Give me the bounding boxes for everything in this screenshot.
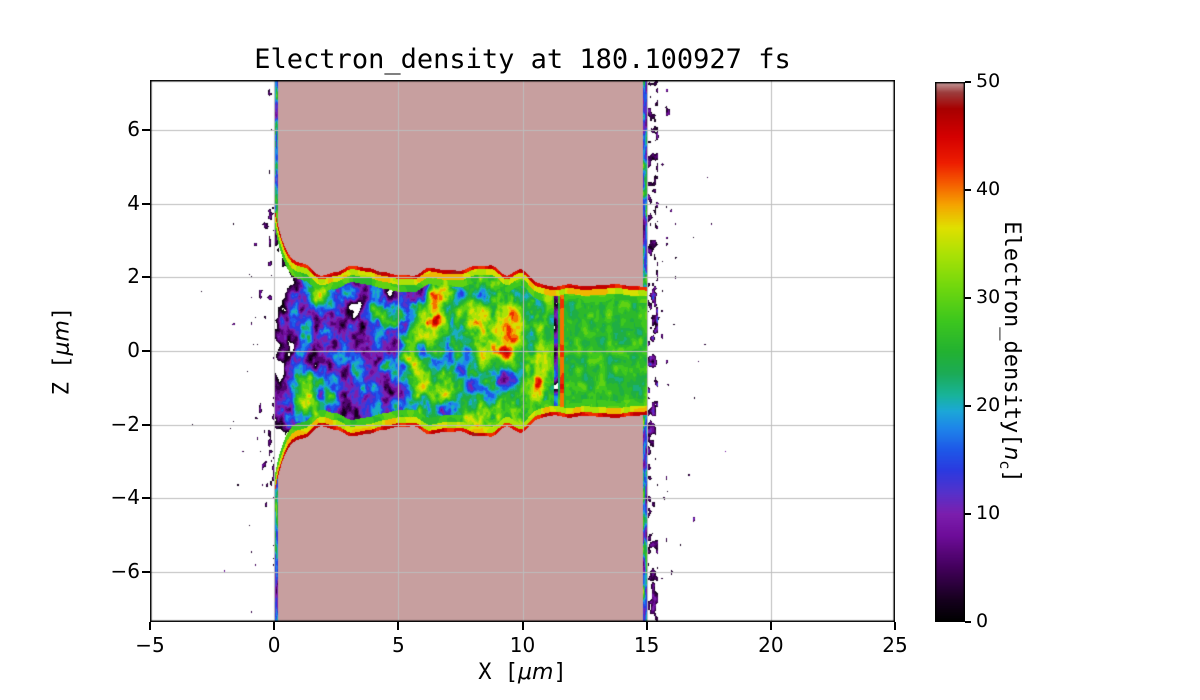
colorbar-label-var: n [999, 446, 1025, 461]
colorbar-tick-label: 30 [976, 286, 1001, 308]
x-tick-label: −5 [135, 633, 165, 657]
y-tick-label: 6 [127, 117, 140, 142]
y-axis-label-close: ] [49, 306, 75, 321]
y-tick [142, 350, 150, 352]
colorbar-tick [965, 621, 971, 623]
colorbar-tick-label: 40 [976, 178, 1001, 200]
y-tick-label: 2 [127, 264, 140, 289]
colorbar-label-close: ] [999, 469, 1025, 483]
y-tick [142, 202, 150, 205]
x-tick [397, 622, 400, 630]
colorbar-label-text: Electron_density[ [999, 221, 1025, 447]
x-axis-label-unit: μm [518, 660, 554, 685]
colorbar-gradient [935, 82, 965, 622]
colorbar-label-sub: c [995, 460, 1014, 470]
y-axis-label-unit: μm [49, 320, 75, 356]
colorbar-tick [965, 189, 971, 191]
x-axis-label-text: X [ [478, 660, 519, 685]
colorbar-tick [965, 297, 971, 299]
colorbar-tick-label: 10 [976, 502, 1001, 524]
heatmap-plot [150, 80, 895, 622]
x-tick-label: 0 [267, 633, 281, 657]
x-tick [273, 622, 276, 630]
y-tick-label: −4 [110, 485, 140, 510]
x-tick [521, 622, 524, 630]
y-tick [142, 570, 150, 573]
colorbar-label: Electron_density[nc] [996, 221, 1024, 482]
y-tick [142, 423, 150, 426]
y-axis-label: Z [μm] [50, 307, 75, 395]
colorbar-tick-label: 20 [976, 394, 1001, 416]
colorbar-tick [965, 81, 971, 83]
y-tick-label: 0 [127, 338, 140, 362]
colorbar-tick [965, 513, 971, 515]
plot-title: Electron_density at 180.100927 fs [254, 44, 791, 75]
y-tick [142, 497, 150, 500]
colorbar-tick [965, 405, 971, 407]
colorbar-tick-label: 0 [976, 610, 989, 632]
x-axis-label: X [μm] [150, 660, 895, 685]
y-tick-label: 4 [127, 190, 140, 215]
colorbar-tick-label: 50 [976, 70, 1001, 92]
x-tick [149, 622, 151, 630]
x-tick-label: 5 [391, 633, 405, 657]
x-tick-label: 10 [509, 633, 536, 657]
y-tick [142, 276, 150, 279]
y-tick-label: −6 [110, 558, 140, 583]
x-axis-label-close: ] [553, 660, 567, 685]
x-tick-label: 20 [758, 633, 784, 657]
x-tick [769, 622, 772, 630]
x-tick [645, 622, 648, 630]
x-tick-label: 15 [633, 633, 660, 657]
y-tick-label: −2 [110, 411, 140, 436]
x-tick [894, 622, 896, 630]
y-tick [142, 129, 150, 132]
x-tick-label: 25 [882, 633, 908, 657]
y-axis-label-text: Z [ [49, 355, 75, 396]
